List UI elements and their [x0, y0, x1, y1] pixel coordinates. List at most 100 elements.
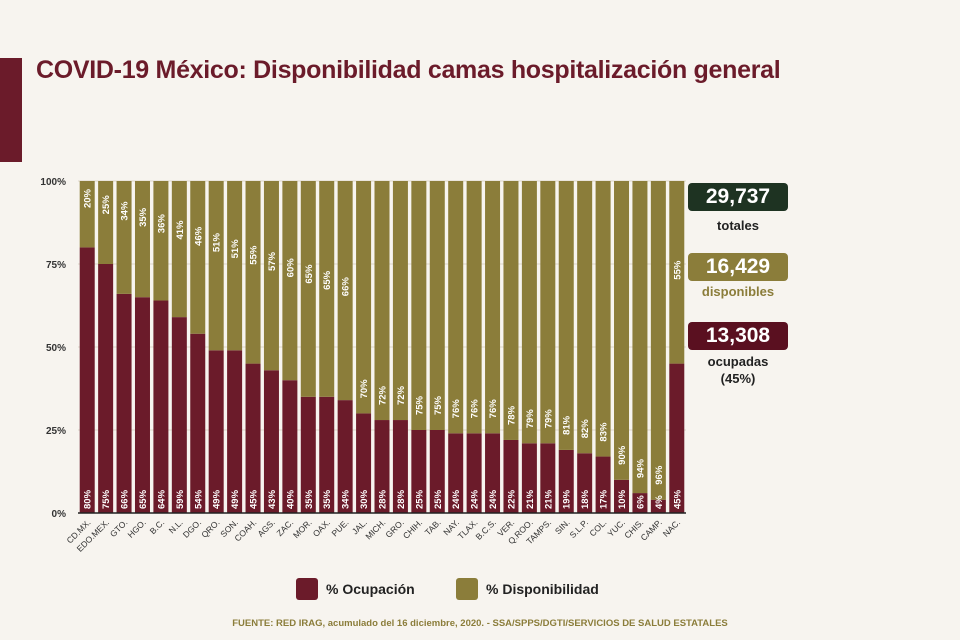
data-label-ocupacion: 64% [156, 489, 167, 509]
y-tick-label: 75% [46, 260, 66, 271]
data-label-disponibilidad: 76% [451, 399, 462, 419]
data-label-disponibilidad: 65% [322, 270, 333, 290]
bar-ocupacion [521, 443, 537, 513]
data-label-ocupacion: 19% [562, 489, 573, 509]
data-label-disponibilidad: 79% [525, 409, 536, 429]
x-tick-label: B.C. [148, 517, 167, 536]
data-label-ocupacion: 28% [378, 489, 389, 509]
bar-disponibilidad [558, 181, 574, 450]
bar-ocupacion [337, 400, 353, 513]
disponibles-value: 16,429 [688, 253, 788, 281]
bar-disponibilidad [614, 181, 630, 480]
source-footer: FUENTE: RED IRAG, acumulado del 16 dicie… [232, 618, 728, 629]
legend-disponibilidad: % Disponibilidad [456, 578, 599, 600]
bar-disponibilidad [319, 181, 335, 397]
bar-disponibilidad [171, 181, 187, 318]
ocupadas-value: 13,308 [688, 322, 788, 350]
data-label-ocupacion: 10% [617, 489, 628, 509]
x-tick-label: S.L.P. [567, 517, 590, 540]
data-label-disponibilidad: 75% [433, 395, 444, 415]
data-label-ocupacion: 40% [285, 489, 296, 509]
bar-ocupacion [116, 293, 132, 513]
page-title: COVID-19 México: Disponibilidad camas ho… [36, 56, 781, 84]
bar-ocupacion [669, 363, 685, 513]
data-label-ocupacion: 65% [138, 489, 149, 509]
totales-label: totales [717, 218, 759, 233]
data-label-ocupacion: 45% [249, 489, 260, 509]
bar-disponibilidad [245, 181, 261, 364]
bar-ocupacion [632, 493, 648, 513]
bar-disponibilidad [595, 181, 611, 457]
data-label-ocupacion: 17% [599, 489, 610, 509]
data-label-disponibilidad: 41% [175, 220, 186, 240]
bar-disponibilidad [208, 181, 224, 351]
data-label-disponibilidad: 76% [488, 399, 499, 419]
data-label-disponibilidad: 78% [506, 405, 517, 425]
bar-ocupacion [595, 456, 611, 513]
data-label-ocupacion: 59% [175, 489, 186, 509]
bar-disponibilidad [540, 181, 556, 444]
data-label-ocupacion: 22% [506, 489, 517, 509]
bar-disponibilidad [466, 181, 482, 434]
totales-value: 29,737 [688, 183, 788, 211]
data-label-ocupacion: 30% [359, 489, 370, 509]
x-tick-label: MICH. [363, 517, 387, 541]
legend-swatch-ocupacion [296, 578, 318, 600]
y-tick-label: 0% [52, 509, 67, 520]
legend-label-ocupacion: % Ocupación [326, 581, 415, 597]
disponibles-label: disponibles [701, 284, 775, 299]
data-label-disponibilidad: 34% [120, 201, 131, 221]
data-label-ocupacion: 80% [83, 489, 94, 509]
data-label-disponibilidad: 46% [193, 226, 204, 246]
bar-ocupacion [614, 479, 630, 513]
data-label-ocupacion: 49% [230, 489, 241, 509]
bar-ocupacion [429, 430, 445, 513]
data-label-ocupacion: 6% [635, 495, 646, 509]
bar-disponibilidad [98, 181, 114, 264]
x-tick-label: B.C.S. [474, 517, 498, 541]
data-label-disponibilidad: 51% [230, 239, 241, 259]
data-label-disponibilidad: 94% [635, 459, 646, 479]
x-tick-label: QRO. [199, 517, 221, 539]
bar-disponibilidad [300, 181, 316, 397]
bar-ocupacion [650, 499, 666, 513]
bar-disponibilidad [374, 181, 390, 421]
bar-ocupacion [227, 350, 243, 513]
data-label-ocupacion: 35% [304, 489, 315, 509]
bar-disponibilidad [448, 181, 464, 434]
data-label-disponibilidad: 20% [83, 188, 94, 208]
bar-disponibilidad [227, 181, 243, 351]
bar-disponibilidad [134, 181, 150, 298]
bar-disponibilidad [282, 181, 298, 381]
bar-ocupacion [134, 297, 150, 513]
data-label-disponibilidad: 90% [617, 445, 628, 465]
bar-disponibilidad [337, 181, 353, 401]
bar-disponibilidad [79, 181, 95, 248]
x-tick-label: GTO. [108, 517, 130, 539]
bar-ocupacion [319, 396, 335, 513]
bar-ocupacion [282, 380, 298, 513]
x-tick-label: CAMP. [638, 517, 663, 542]
data-label-ocupacion: 24% [451, 489, 462, 509]
data-label-ocupacion: 24% [488, 489, 499, 509]
data-label-ocupacion: 34% [341, 489, 352, 509]
data-label-ocupacion: 21% [543, 489, 554, 509]
bar-ocupacion [79, 247, 95, 513]
data-label-disponibilidad: 60% [285, 258, 296, 278]
bar-ocupacion [411, 430, 427, 513]
bar-disponibilidad [577, 181, 593, 454]
x-tick-label: NAC. [661, 517, 682, 538]
data-label-disponibilidad: 57% [267, 251, 278, 271]
title-accent-bar [0, 58, 22, 162]
data-label-disponibilidad: 51% [212, 233, 223, 253]
x-tick-label: AGS. [255, 517, 276, 538]
data-label-ocupacion: 75% [101, 489, 112, 509]
data-label-ocupacion: 21% [525, 489, 536, 509]
bar-disponibilidad [485, 181, 501, 434]
data-label-disponibilidad: 75% [414, 395, 425, 415]
bar-ocupacion [577, 453, 593, 513]
bar-ocupacion [153, 300, 169, 513]
bar-disponibilidad [356, 181, 372, 414]
bar-ocupacion [171, 317, 187, 513]
